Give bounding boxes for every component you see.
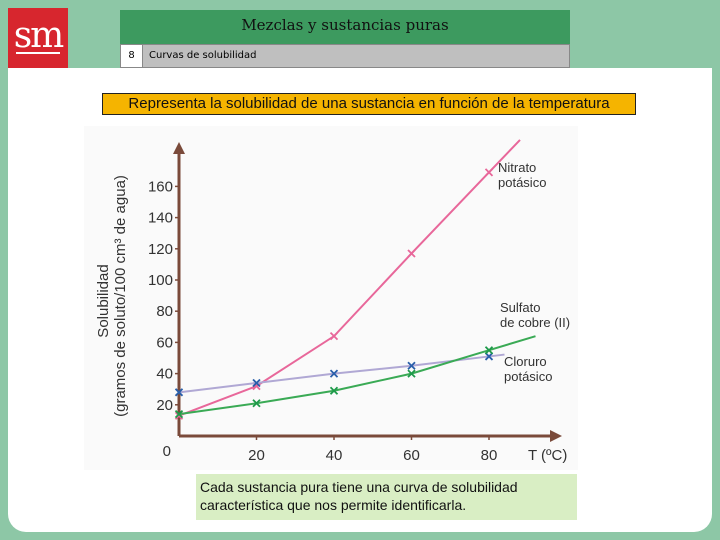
logo-underline: [16, 52, 60, 54]
y-tick-label: 80: [156, 303, 173, 320]
x-axis-label: T (ºC): [528, 447, 567, 464]
x-tick-label: 80: [481, 447, 498, 464]
data-point-marker: [174, 410, 184, 419]
y-tick-label: 140: [148, 210, 173, 227]
x-tick-label: 40: [326, 447, 343, 464]
series-label-line2: potásico: [504, 369, 552, 384]
data-point-marker: [252, 399, 261, 408]
series-label-line1: Nitrato: [498, 160, 536, 175]
slide-number: 8: [121, 45, 143, 67]
data-point-marker: [174, 388, 184, 397]
origin-label: 0: [163, 443, 171, 460]
y-axis-label-line1: Solubilidad: [95, 264, 112, 337]
publisher-logo: sm: [8, 8, 68, 68]
title-bar: Mezclas y sustancias puras: [120, 10, 570, 44]
series-line: [178, 139, 521, 417]
series-label-line2: potásico: [498, 175, 546, 190]
y-tick-label: 120: [148, 241, 173, 258]
series-line: [178, 335, 536, 416]
y-tick-label: 20: [156, 397, 173, 414]
data-point-marker: [407, 249, 416, 258]
data-point-marker: [329, 332, 339, 341]
y-tick-label: 160: [148, 178, 173, 195]
series-line: [178, 353, 505, 394]
data-point-marker: [329, 369, 339, 378]
data-point-marker: [484, 346, 494, 355]
x-axis-arrow: [550, 430, 562, 442]
chart-svg: 20 40 60 80 100 120 140 160 20 40 60 80 0 T (ºC) Solub…: [95, 139, 570, 464]
data-point-marker: [407, 369, 416, 378]
data-point-marker: [329, 386, 339, 395]
headline-box: Representa la solubilidad de una sustanc…: [102, 93, 636, 115]
y-axis-label-line2: (gramos de soluto/100 cm³ de agua): [112, 175, 129, 417]
data-point-marker: [252, 378, 261, 388]
series-label-line1: Sulfato: [500, 300, 540, 315]
series-label-line1: Cloruro: [504, 354, 547, 369]
y-tick-label: 100: [148, 272, 173, 289]
y-tick-label: 60: [156, 334, 173, 351]
caption-box: Cada sustancia pura tiene una curva de s…: [196, 474, 577, 520]
data-point-marker: [484, 168, 494, 177]
solubility-chart: 20 40 60 80 100 120 140 160 20 40 60 80 0 T (ºC) Solub…: [84, 126, 578, 470]
series-label-line2: de cobre (II): [500, 315, 570, 330]
slide-title: Mezclas y sustancias puras: [241, 16, 449, 34]
y-tick-label: 40: [156, 366, 173, 383]
y-axis-arrow: [173, 142, 185, 154]
logo-text: sm: [13, 15, 65, 56]
data-point-marker: [407, 361, 416, 370]
x-tick-label: 60: [403, 447, 420, 464]
section-bar: 8 Curvas de solubilidad: [120, 44, 570, 68]
data-point-marker: [484, 352, 494, 361]
section-title: Curvas de solubilidad: [143, 45, 569, 67]
x-tick-label: 20: [248, 447, 265, 464]
